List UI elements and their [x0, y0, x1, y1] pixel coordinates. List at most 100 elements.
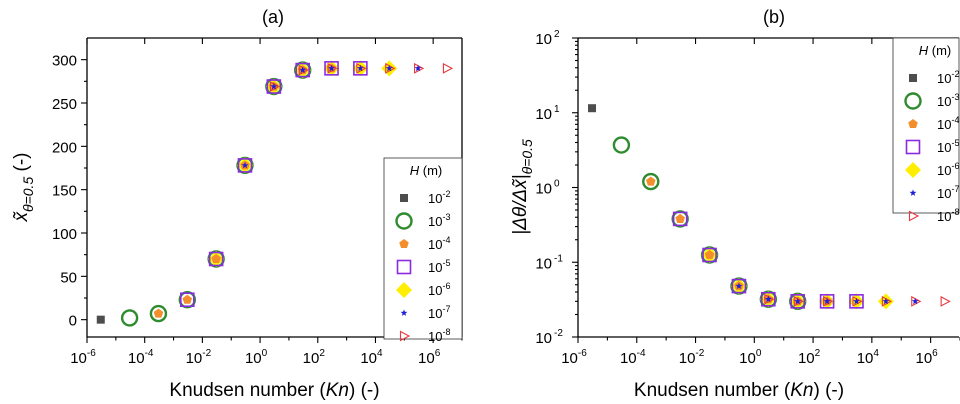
- legend-label-exp: -5: [442, 258, 450, 268]
- data-point: [353, 61, 368, 76]
- legend-label-base: 10: [428, 329, 442, 344]
- x-tick-label-exp: 0: [756, 348, 762, 359]
- data-point: [237, 158, 253, 173]
- x-tick-label: 106: [915, 348, 938, 367]
- legend-label-base: 10: [428, 306, 442, 321]
- x-tick-label-exp: 2: [319, 348, 325, 359]
- x-tick-label: 104: [857, 348, 880, 367]
- data-point: [327, 62, 338, 74]
- legend-label: 10-3: [937, 92, 959, 109]
- x-tick-label-exp: -2: [695, 348, 704, 359]
- legend-label-exp: -7: [951, 184, 959, 194]
- data-point: [241, 161, 249, 169]
- data-point: [823, 295, 834, 307]
- data-point: [356, 64, 364, 72]
- x-tick-label-exp: 0: [262, 348, 268, 359]
- x-tick-label: 10-6: [561, 348, 587, 367]
- x-tick-label-base: 10: [857, 350, 874, 367]
- data-point: [211, 254, 221, 264]
- legend-title-unit: (m): [928, 43, 951, 58]
- data-point: [911, 295, 922, 307]
- data-point: [675, 213, 685, 223]
- data-point: [823, 297, 831, 305]
- data-point: [881, 295, 893, 307]
- legend-label-base: 10: [937, 140, 951, 155]
- legend-marker: [399, 239, 409, 249]
- y-tick-label-exp: 0: [554, 179, 560, 190]
- legend-title-main: H: [919, 43, 929, 58]
- x-tick-label: 102: [798, 348, 821, 367]
- series-10-7: [735, 282, 919, 305]
- legend-title: H (m): [410, 163, 443, 178]
- y-tick-label: 200: [52, 139, 77, 156]
- y-axis-title-main: |Δθ/Δx̃|: [510, 174, 531, 234]
- y-tick-label: 100: [52, 226, 77, 243]
- y-axis-title: |Δθ/Δx̃|θ=0.5: [510, 139, 535, 235]
- x-tick-label: 10-4: [128, 348, 154, 367]
- data-point: [153, 308, 164, 318]
- y-tick-label-base: 10: [535, 330, 552, 347]
- x-tick-label-base: 10: [915, 350, 932, 367]
- x-axis-title: Knudsen number (Kn) (-): [634, 380, 844, 401]
- legend-label: 10-6: [428, 281, 450, 298]
- legend-label-base: 10: [428, 283, 442, 298]
- y-tick-label: 10: [535, 31, 552, 48]
- legend-marker: [396, 282, 412, 298]
- data-point: [324, 61, 339, 76]
- x-tick-label-exp: 6: [435, 348, 441, 359]
- y-tick-label-exp: -2: [554, 328, 563, 339]
- data-point: [208, 251, 224, 267]
- x-tick-label-base: 10: [245, 350, 262, 367]
- legend-label: 10-3: [428, 212, 450, 229]
- legend-title-main: H: [410, 163, 420, 178]
- data-point: [385, 62, 396, 74]
- legend-marker: [396, 259, 412, 275]
- y-axis-title-main: x̃: [11, 211, 32, 223]
- panel-title: (b): [763, 7, 785, 27]
- x-tick-label-base: 10: [561, 350, 578, 367]
- legend-label: 10-6: [937, 161, 959, 178]
- legend-label-exp: -2: [951, 69, 959, 79]
- legend-label-exp: -8: [951, 207, 959, 217]
- legend-marker: [400, 194, 408, 202]
- data-point: [414, 62, 425, 74]
- data-point: [178, 291, 197, 309]
- data-point: [849, 294, 864, 309]
- y-tick-label-exp: 2: [554, 29, 560, 40]
- x-tick-label-exp: -4: [637, 348, 646, 359]
- legend-label-base: 10: [428, 191, 442, 206]
- x-tick-label: 10-2: [679, 348, 705, 367]
- legend-label-base: 10: [937, 94, 951, 109]
- series-10-5: [180, 61, 368, 308]
- x-tick-label-exp: -2: [202, 348, 211, 359]
- y-tick-label-base: 10: [535, 31, 552, 48]
- panel-title: (a): [262, 7, 284, 27]
- x-tick-label: 10-4: [620, 348, 646, 367]
- data-point: [120, 309, 139, 327]
- legend-title: H (m): [919, 43, 952, 58]
- y-tick-label: 250: [52, 96, 77, 113]
- data-point: [328, 64, 335, 72]
- x-tick-label-base: 10: [128, 350, 145, 367]
- legend-label-base: 10: [428, 260, 442, 275]
- x-tick-label: 100: [739, 348, 762, 367]
- series-10-8: [764, 293, 951, 307]
- y-axis-title-sub: θ=0.5: [519, 139, 535, 174]
- y-tick-label: 150: [52, 183, 77, 200]
- y-axis-title: x̃θ=0.5 (-): [11, 153, 36, 223]
- panel-a: (a)10-6 10-4 10-2 100 102 104 1060501001502002…: [11, 7, 463, 401]
- y-tick-label: 10: [535, 330, 552, 347]
- x-tick-label-base: 10: [418, 350, 435, 367]
- legend-marker: [908, 210, 920, 222]
- x-tick-label-base: 10: [186, 350, 203, 367]
- series-10-7: [241, 64, 422, 169]
- data-point: [672, 211, 688, 227]
- legend-label-base: 10: [937, 209, 951, 224]
- series-10-2: [96, 315, 105, 324]
- x-tick-label-base: 10: [679, 350, 696, 367]
- y-tick-label: 10: [535, 181, 552, 198]
- data-point: [385, 64, 393, 72]
- legend-marker: [908, 119, 918, 129]
- y-tick-label-exp: 1: [554, 104, 560, 115]
